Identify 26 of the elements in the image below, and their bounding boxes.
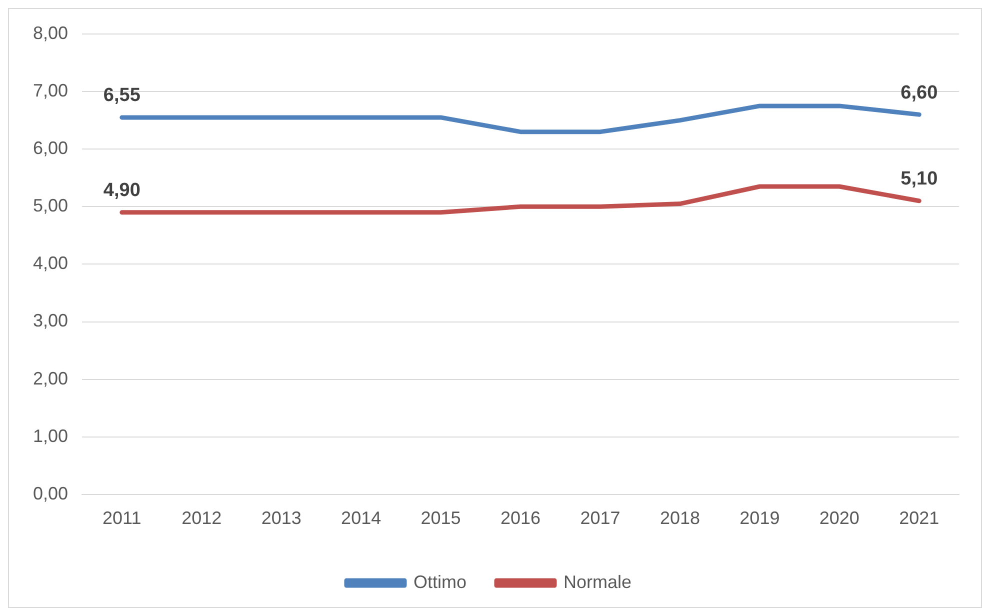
x-tick-label: 2014 [341, 508, 382, 528]
x-tick-label: 2021 [899, 508, 940, 528]
y-tick-label: 0,00 [32, 483, 68, 504]
data-label: 4,90 [103, 180, 140, 202]
y-tick-label: 1,00 [32, 426, 68, 446]
legend-label: Ottimo [413, 572, 467, 592]
x-tick-label: 2016 [500, 508, 541, 528]
x-tick-label: 2019 [740, 508, 780, 528]
legend-label: Normale [563, 572, 632, 592]
x-tick-label: 2018 [660, 508, 700, 528]
data-label: 5,10 [900, 168, 938, 190]
data-label: 6,60 [900, 82, 938, 104]
x-tick-label: 2020 [819, 508, 860, 528]
y-tick-label: 7,00 [32, 80, 68, 101]
data-label: 6,55 [103, 85, 141, 106]
y-tick-label: 4,00 [32, 253, 68, 274]
y-tick-label: 6,00 [32, 138, 68, 158]
x-tick-label: 2013 [261, 508, 302, 528]
y-tick-label: 3,00 [32, 310, 68, 331]
y-tick-label: 2,00 [32, 368, 68, 388]
y-tick-label: 8,00 [32, 22, 68, 43]
x-tick-label: 2017 [580, 508, 620, 528]
x-tick-label: 2012 [182, 508, 222, 528]
x-tick-label: 2015 [420, 508, 461, 528]
x-tick-label: 2011 [102, 508, 142, 528]
y-tick-label: 5,00 [32, 196, 68, 216]
